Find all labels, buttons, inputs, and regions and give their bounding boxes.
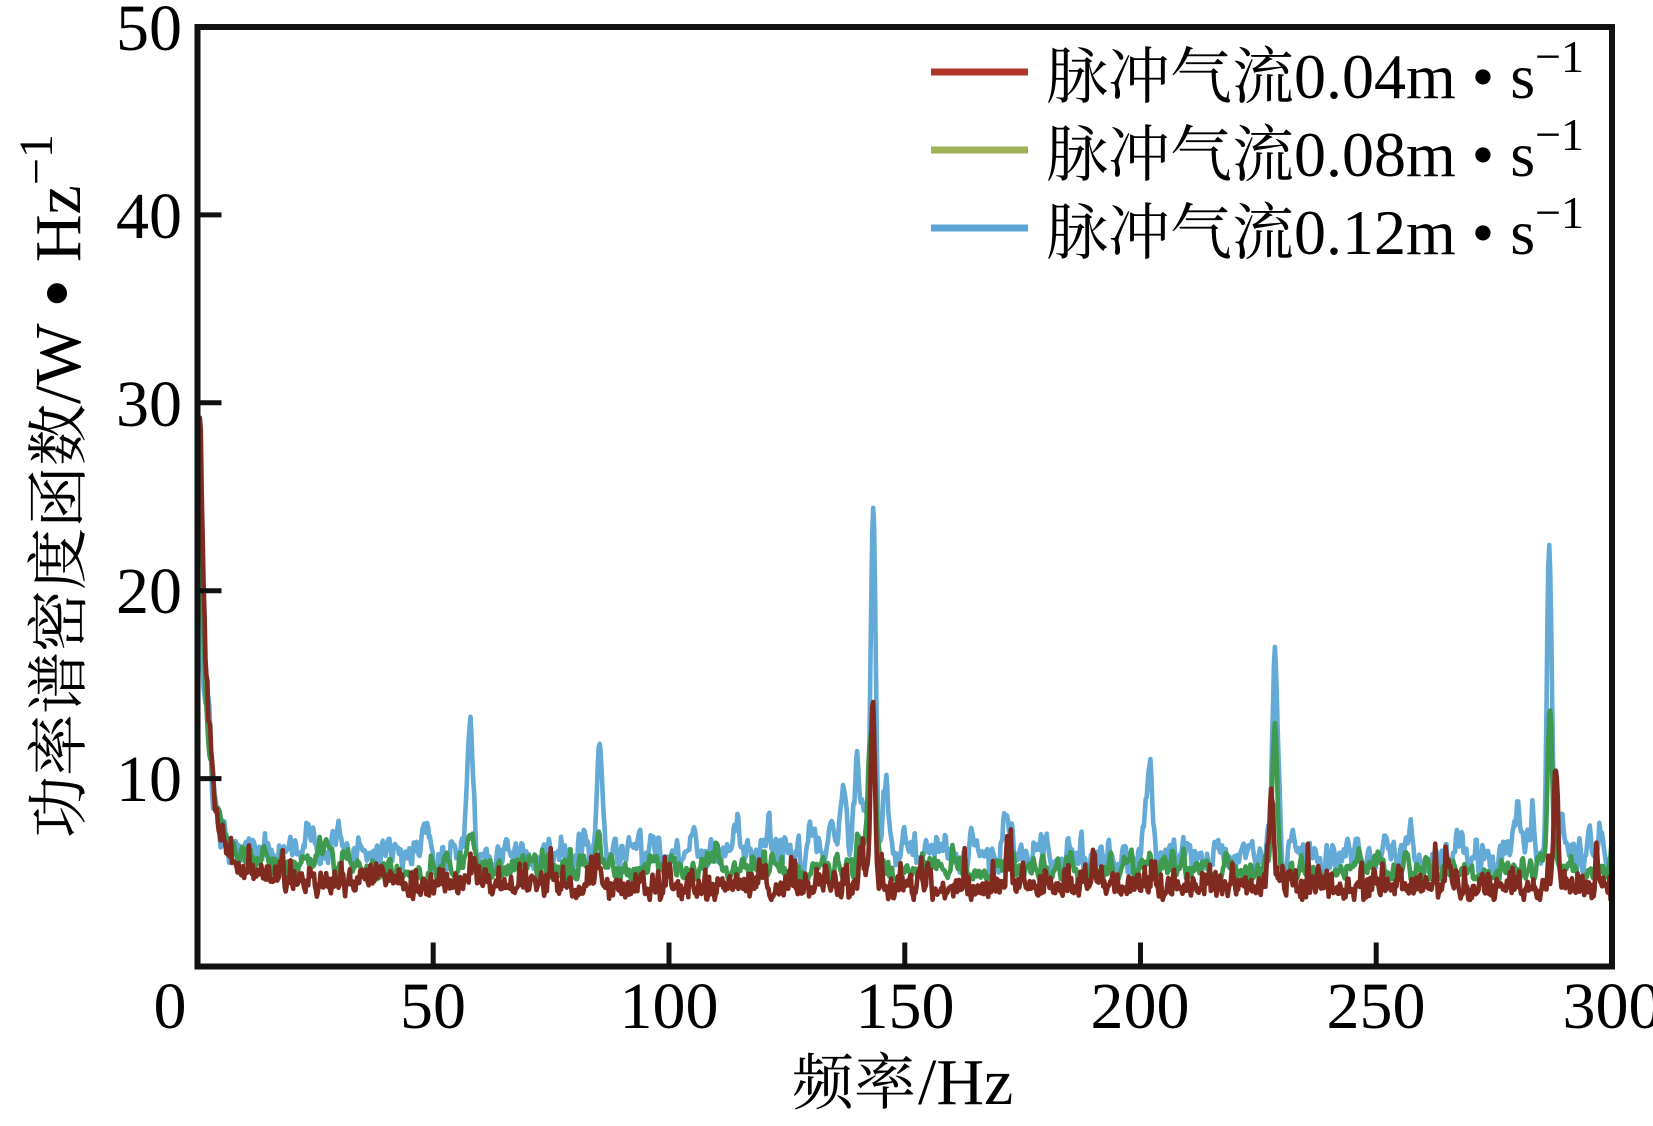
svg-text:200: 200 [1091, 970, 1190, 1043]
svg-text:10: 10 [116, 743, 182, 816]
svg-text:20: 20 [116, 555, 182, 628]
svg-text:/Hz: /Hz [918, 1046, 1013, 1119]
svg-text:30: 30 [116, 368, 182, 441]
svg-text:100: 100 [620, 970, 719, 1043]
svg-text:0: 0 [154, 970, 187, 1043]
svg-text:150: 150 [856, 970, 955, 1043]
svg-text:50: 50 [116, 0, 182, 65]
svg-text:50: 50 [400, 970, 466, 1043]
svg-text:300: 300 [1563, 970, 1653, 1043]
svg-text:250: 250 [1327, 970, 1426, 1043]
svg-text:40: 40 [116, 180, 182, 253]
